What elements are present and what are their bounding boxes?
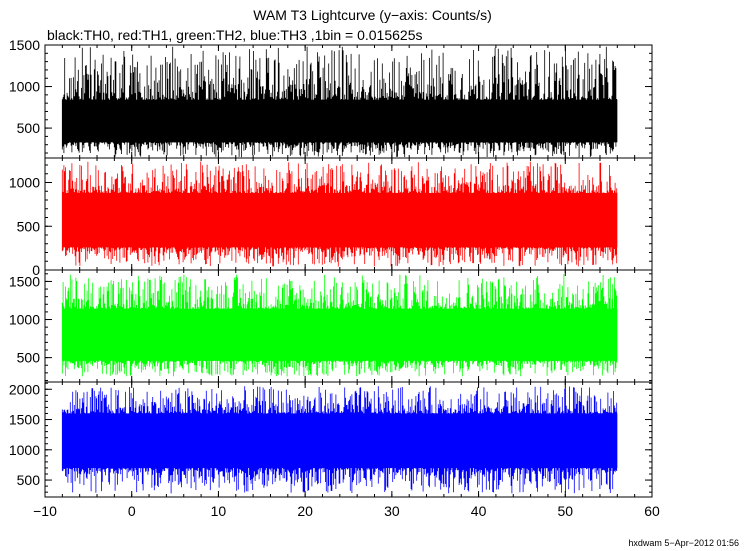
x-tick-label: 0 (128, 503, 136, 519)
series-th0-line (61, 46, 618, 158)
y-tick-label: 1000 (9, 175, 40, 191)
y-tick-label: 1000 (9, 442, 40, 458)
series-th1-line (61, 161, 618, 267)
y-tick-label: 2000 (9, 381, 40, 397)
y-tick-label: 500 (17, 218, 41, 234)
y-tick-label: 500 (17, 120, 41, 136)
x-tick-label: 40 (471, 503, 487, 519)
y-tick-label: 1000 (9, 79, 40, 95)
x-tick-label: −10 (33, 503, 57, 519)
y-tick-label: 0 (32, 262, 40, 278)
x-tick-label: 20 (297, 503, 313, 519)
x-tick-label: 10 (211, 503, 227, 519)
footer-stamp: hxdwam 5−Apr−2012 01:56 (628, 538, 739, 548)
x-tick-label: 30 (384, 503, 400, 519)
series-th3-line (61, 386, 618, 494)
panel-frame (44, 381, 653, 498)
x-tick-label: 50 (557, 503, 573, 519)
chart-title: WAM T3 Lightcurve (y−axis: Counts/s) (253, 7, 492, 23)
y-tick-label: 1500 (9, 273, 40, 289)
y-tick-label: 500 (17, 472, 41, 488)
x-tick-label: 60 (644, 503, 660, 519)
y-tick-label: 500 (17, 350, 41, 366)
y-tick-label: 1000 (9, 312, 40, 328)
series-th2-line (61, 274, 618, 377)
chart-subtitle: black:TH0, red:TH1, green:TH2, blue:TH3 … (47, 27, 423, 43)
y-tick-label: 1500 (9, 37, 40, 53)
y-tick-label: 1500 (9, 412, 40, 428)
